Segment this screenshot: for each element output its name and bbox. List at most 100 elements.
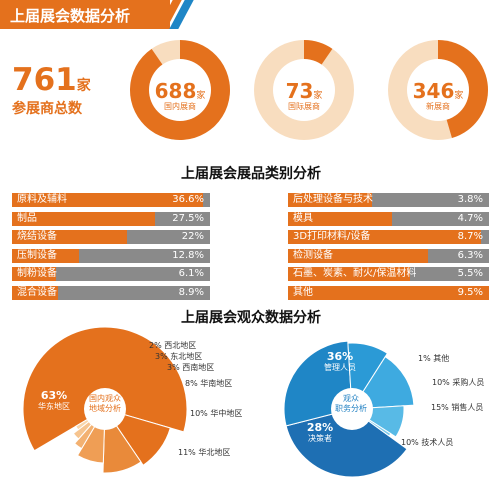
region-ann-northwest: 2% 西北地区 [149, 341, 197, 350]
donut-name-domestic: 国内展商 [164, 102, 196, 111]
role-ann-sales: 15% 销售人员 [431, 403, 484, 412]
header-banner: 上届展会数据分析 [0, 0, 170, 29]
category-bar: 原料及辅料 36.6% [12, 193, 210, 207]
category-bar: 制品 27.5% [12, 211, 210, 226]
bar-track [12, 267, 210, 281]
bar-fill [288, 285, 489, 300]
donut-label-international: 73家 国际展商 [264, 79, 344, 112]
bar-label: 制品 [17, 212, 37, 224]
role-decision-name: 决策者 [308, 434, 332, 443]
bar-value: 4.7% [457, 212, 483, 224]
donut-value-domestic: 688 [154, 79, 197, 103]
donut-label-new: 346家 新展商 [398, 79, 478, 112]
bar-fill [288, 248, 428, 263]
role-mgmt-name: 管理人员 [324, 363, 356, 372]
role-center-line1: 观众 [343, 394, 359, 403]
bar-value: 36.6% [172, 194, 204, 205]
role-mgmt-pct: 36% [326, 350, 354, 363]
bar-label: 制粉设备 [17, 268, 57, 279]
bar-label: 3D打印材料/设备 [293, 231, 371, 242]
donut-name-new: 新展商 [426, 102, 450, 111]
role-center-line2: 职务分析 [335, 404, 367, 413]
bar-label: 检测设备 [293, 249, 333, 261]
role-mgmt-label: 36% 管理人员 [319, 350, 361, 373]
bar-value: 6.3% [457, 249, 483, 261]
bar-value: 9.5% [457, 286, 483, 298]
audience-title: 上届展会观众数据分析 [181, 310, 321, 326]
total-label: 参展商总数 [12, 101, 82, 117]
total-unit: 家 [76, 78, 91, 94]
category-bar: 检测设备 6.3% [288, 248, 489, 263]
category-bar: 模具 4.7% [288, 211, 489, 226]
bar-value: 3.8% [457, 194, 483, 205]
role-ann-other: 1% 其他 [418, 354, 450, 363]
bar-label: 烧结设备 [17, 231, 57, 242]
category-bar: 压制设备 12.8% [12, 248, 210, 263]
region-center-label: 国内观众 地域分析 [85, 394, 125, 414]
region-ann-central: 10% 华中地区 [190, 409, 243, 418]
donut-unit-international: 家 [313, 91, 323, 101]
category-bar: 石墨、炭素、耐火/保温材料 5.5% [288, 267, 489, 281]
region-east-label: 63% 华东地区 [34, 389, 74, 412]
donut-name-international: 国际展商 [288, 102, 320, 111]
donut-value-international: 73 [285, 79, 314, 103]
region-ann-south: 8% 华南地区 [185, 379, 233, 388]
bar-fill [288, 267, 411, 281]
categories-title: 上届展会展品类别分析 [181, 166, 321, 182]
role-decision-pct: 28% [306, 421, 334, 434]
role-decision-label: 28% 决策者 [300, 421, 340, 444]
bar-label: 其他 [293, 286, 313, 298]
bar-track [12, 285, 210, 300]
bar-label: 模具 [293, 212, 313, 224]
role-ann-tech: 10% 技术人员 [401, 438, 454, 447]
role-center [331, 388, 373, 430]
category-bar: 制粉设备 6.1% [12, 267, 210, 281]
page-title: 上届展会数据分析 [10, 7, 131, 25]
total-value: 761 [12, 62, 77, 98]
role-center-label: 观众 职务分析 [331, 394, 371, 414]
bar-fill [12, 248, 79, 263]
category-bar: 3D打印材料/设备 8.7% [288, 230, 489, 244]
bar-label: 后处理设备与技术 [293, 194, 373, 205]
category-bar: 其他 9.5% [288, 285, 489, 300]
region-ann-north: 11% 华北地区 [178, 448, 231, 457]
donut-value-new: 346 [412, 79, 455, 103]
category-bar: 后处理设备与技术 3.8% [288, 193, 489, 207]
bar-value: 8.9% [178, 286, 204, 298]
bar-label: 原料及辅料 [17, 194, 67, 205]
category-bar: 混合设备 8.9% [12, 285, 210, 300]
donut-hole-1 [273, 59, 335, 121]
total-block: 761家 参展商总数 [12, 62, 117, 118]
bar-value: 22% [181, 231, 204, 242]
bar-value: 6.1% [178, 268, 204, 279]
bar-fill [288, 193, 373, 207]
donut-label-domestic: 688家 国内展商 [140, 79, 220, 112]
bar-fill [12, 230, 127, 244]
region-center [84, 388, 126, 430]
audience-pies [22, 326, 415, 478]
region-east-name: 华东地区 [38, 402, 70, 411]
region-ann-southwest: 3% 西南地区 [167, 363, 215, 372]
bar-value: 5.5% [457, 268, 483, 279]
bar-label: 混合设备 [17, 286, 57, 298]
bar-fill [12, 267, 56, 281]
region-east-pct: 63% [40, 389, 68, 402]
bar-value: 8.7% [457, 231, 483, 242]
region-center-line2: 地域分析 [89, 404, 121, 413]
bar-fill [12, 193, 203, 207]
donut-unit-domestic: 家 [196, 91, 206, 101]
role-ann-purchase: 10% 采购人员 [432, 378, 485, 387]
bar-fill [288, 230, 482, 244]
bar-fill [12, 285, 59, 300]
bar-value: 27.5% [172, 212, 204, 224]
bar-fill [288, 211, 393, 226]
region-center-line1: 国内观众 [89, 394, 121, 403]
bar-label: 压制设备 [17, 249, 57, 261]
exhibitor-donuts [130, 40, 489, 141]
region-ann-northeast: 3% 东北地区 [155, 352, 203, 361]
donut-hole-0 [149, 59, 211, 121]
bar-label: 石墨、炭素、耐火/保温材料 [293, 268, 417, 279]
category-bar: 烧结设备 22% [12, 230, 210, 244]
donut-hole-2 [407, 59, 469, 121]
donut-unit-new: 家 [454, 91, 464, 101]
